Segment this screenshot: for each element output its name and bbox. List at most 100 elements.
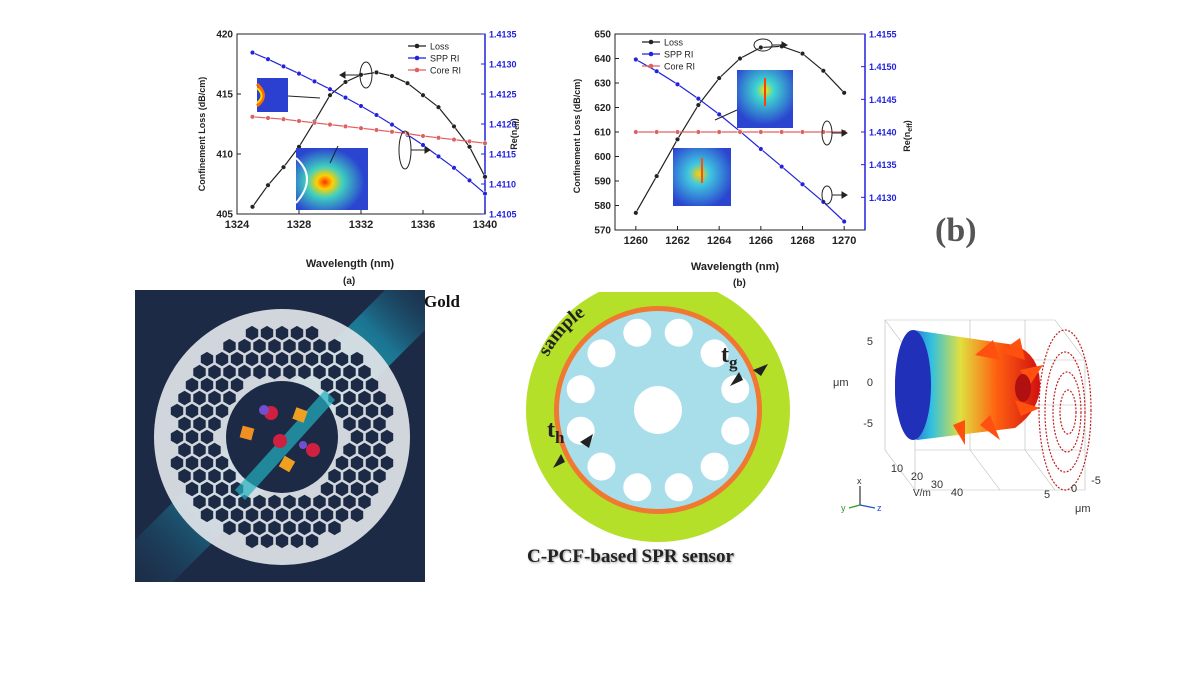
chartB-legend-loss-marker (648, 39, 654, 45)
pcf-air-hole (193, 494, 206, 510)
pcf-air-hole (283, 338, 296, 354)
chartB-series-core-ri-point (737, 129, 743, 135)
sensor-title: C-PCF-based SPR sensor (527, 546, 734, 567)
pcf-air-hole (305, 351, 319, 367)
chart-a-series (249, 50, 488, 210)
sensor-ring-hole (623, 473, 652, 502)
chartB-left-tick-label: 640 (594, 54, 611, 65)
pcf-air-hole (208, 416, 221, 432)
chartB-series-loss-point (695, 102, 701, 108)
pcf-air-hole (208, 468, 221, 484)
pcf-air-hole (223, 390, 236, 406)
pcf-air-hole (215, 377, 229, 393)
pcf-air-hole (200, 429, 214, 445)
chart-b-inset-bottom (673, 148, 731, 206)
caption-b: (b) (733, 278, 746, 289)
chartB-right-tick-label: 1.4130 (869, 193, 897, 203)
chartB-right-tick-label: 1.4135 (869, 160, 897, 170)
chartA-series-spp-ri-point (311, 78, 318, 84)
pcf-air-hole (328, 494, 341, 510)
pcf-air-hole (298, 520, 311, 536)
chartB-legend-spp-ri-label: SPP RI (664, 50, 693, 60)
chart-a-inset-small (255, 78, 288, 112)
chartA-right-tick-label: 1.4120 (489, 120, 517, 130)
pcf-air-hole (178, 390, 191, 406)
pcf-air-hole (208, 494, 221, 510)
chartA-legend-core-ri-marker (414, 67, 420, 73)
pcf-air-hole (343, 364, 356, 380)
chartB-series-loss-point (820, 68, 826, 74)
pcf-air-hole (373, 468, 386, 484)
chartA-series-core-ri-point (280, 116, 287, 122)
chartB-x-tick-label: 1260 (624, 235, 648, 247)
th-label: th (547, 417, 565, 447)
svg-text:-5: -5 (1091, 475, 1101, 487)
pcf-air-hole (253, 520, 266, 536)
chart-a-right-axis-label: Re(neff) (509, 118, 521, 150)
pcf-air-hole (335, 377, 349, 393)
sensor-ring-holes (566, 318, 750, 502)
chartA-series-spp-ri-line (252, 52, 486, 195)
pcf-air-hole (185, 481, 199, 497)
chartA-series-spp-ri-point (296, 71, 302, 77)
chartB-series-core-ri-point (654, 129, 660, 135)
svg-text:-5: -5 (863, 418, 873, 430)
chartB-right-tick-label: 1.4155 (869, 30, 897, 40)
chartB-series-core-ri-point (633, 129, 639, 135)
chartA-series-loss-line (252, 71, 486, 208)
pcf-air-hole (320, 481, 334, 497)
chartA-legend-loss-label: Loss (430, 42, 450, 52)
chartB-series-core-ri-point (695, 129, 701, 135)
chartB-series-spp-ri-point (674, 81, 681, 87)
plot3d-z-unit: μm (1075, 503, 1091, 515)
svg-text:0: 0 (1071, 483, 1077, 495)
svg-text:z: z (877, 503, 882, 513)
chartA-series-core-ri-point (482, 140, 488, 146)
chartA-right-tick-label: 1.4110 (489, 180, 516, 190)
pcf-air-hole (380, 403, 394, 419)
th-arrow-1 (580, 434, 593, 448)
pcf-air-hole (230, 377, 244, 393)
chartB-left-tick-label: 570 (594, 226, 611, 237)
tg-label: tg (721, 342, 738, 372)
pcf-air-hole (290, 351, 304, 367)
chartB-series-spp-ri-point (654, 68, 660, 74)
pcf-illustration (135, 290, 425, 582)
pcf-air-hole (350, 481, 364, 497)
chartA-series-loss-point (265, 182, 271, 188)
sensor-ring-hole (664, 318, 693, 347)
pcf-air-hole (283, 520, 296, 536)
pcf-air-hole (320, 507, 334, 523)
pcf-air-hole (335, 481, 349, 497)
chartB-series-spp-ri-point (758, 146, 764, 152)
chartB-series-loss-point (758, 44, 764, 51)
pcf-air-hole (223, 494, 236, 510)
pcf-air-hole (215, 481, 229, 497)
pcf-air-hole (328, 364, 341, 380)
pcf-air-hole (245, 533, 259, 549)
pcf-air-hole (350, 351, 364, 367)
pcf-air-hole (245, 507, 259, 523)
chartB-left-tick-label: 630 (594, 79, 611, 90)
chartB-series-spp-ri-point (695, 96, 701, 102)
svg-text:10: 10 (891, 463, 903, 475)
chartA-series-core-ri-point (451, 137, 457, 143)
pcf-air-hole (313, 338, 326, 354)
pcf-air-hole (223, 520, 236, 536)
pcf-air-hole (200, 351, 214, 367)
pcf-air-hole (298, 338, 311, 354)
pcf-air-hole (380, 455, 394, 471)
chartA-series-loss-point (466, 144, 473, 150)
svg-text:0: 0 (867, 377, 873, 389)
chartA-series-spp-ri-point (389, 122, 395, 128)
pcf-air-hole (320, 377, 334, 393)
plot3d-y-unit: μm (833, 377, 849, 389)
pcf-air-hole (350, 429, 364, 445)
pcf-air-hole (275, 507, 289, 523)
pcf-air-hole (170, 403, 184, 419)
pcf-air-hole (350, 377, 364, 393)
pcf-air-hole (230, 507, 244, 523)
chart-a-inset-large (295, 148, 368, 210)
chartB-legend-spp-ri-marker (648, 51, 654, 57)
chart-a-x-axis-label: Wavelength (nm) (306, 258, 395, 270)
